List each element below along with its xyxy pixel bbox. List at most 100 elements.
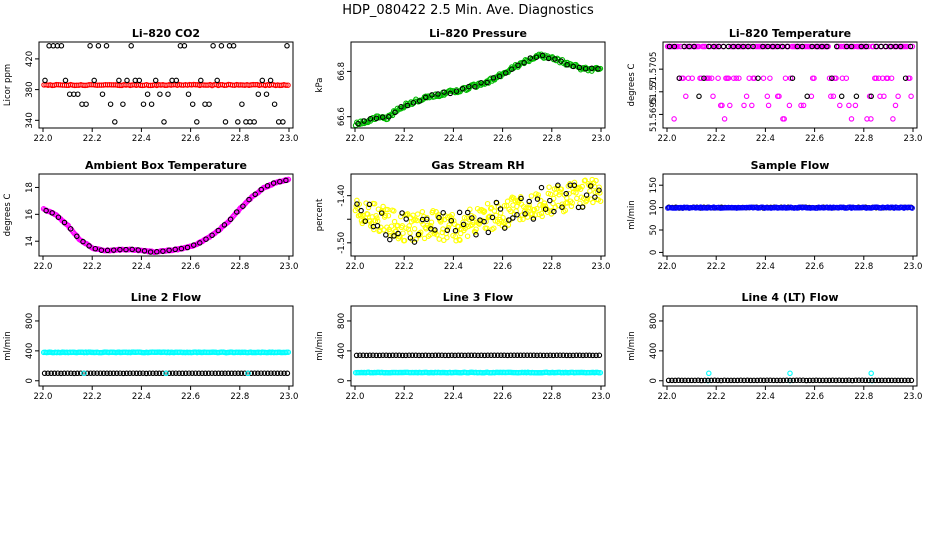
data-point — [836, 377, 842, 384]
data-point — [179, 370, 186, 377]
data-point — [559, 204, 565, 210]
data-point — [736, 75, 742, 81]
data-point — [868, 370, 874, 377]
data-point — [404, 211, 411, 217]
data-point — [784, 43, 791, 50]
data-point — [58, 370, 64, 377]
data-point — [908, 377, 915, 384]
data-point — [64, 370, 71, 376]
data-point — [455, 352, 462, 359]
data-point — [511, 352, 517, 359]
data-point — [94, 370, 100, 376]
data-point — [741, 377, 747, 384]
data-point — [133, 370, 140, 377]
data-point — [401, 237, 408, 244]
panel-co2: Li–820 CO2 22.0 22.2 22.4 22.6 22.8 23.0 340 380… — [3, 27, 298, 144]
data-point — [710, 93, 716, 100]
data-point — [577, 186, 584, 192]
data-point — [597, 190, 603, 196]
data-point — [104, 247, 111, 254]
data-point — [283, 82, 289, 88]
data-point — [776, 93, 782, 100]
data-point — [682, 377, 688, 384]
data-point — [868, 116, 874, 122]
data-point — [846, 102, 852, 109]
data-point — [806, 377, 813, 384]
data-point — [406, 352, 412, 359]
data-point — [872, 377, 879, 384]
data-point — [387, 236, 393, 243]
data-point — [810, 377, 816, 384]
data-point — [271, 101, 278, 107]
data-point — [576, 352, 583, 359]
series-0 — [353, 352, 603, 359]
data-point — [112, 119, 118, 125]
data-point — [859, 377, 865, 384]
data-point — [373, 352, 380, 359]
data-point — [209, 232, 215, 239]
data-point — [560, 352, 567, 359]
data-point — [705, 377, 711, 384]
data-point — [526, 202, 532, 208]
y-axis-label: ml/min — [3, 331, 13, 361]
data-point — [117, 370, 123, 376]
data-point — [892, 377, 898, 384]
data-point — [557, 352, 563, 359]
y-axis-label: percent — [315, 198, 325, 231]
data-point — [813, 377, 819, 384]
x-tick-label: 22.0 — [34, 392, 53, 402]
x-tick-label: 22.8 — [230, 134, 249, 144]
y-axis-label: ml/min — [627, 331, 637, 361]
x-tick-label: 22.6 — [805, 392, 824, 402]
data-point — [546, 184, 552, 190]
data-point — [558, 186, 565, 192]
series-2 — [81, 370, 251, 377]
data-point — [264, 370, 271, 377]
data-point — [268, 370, 274, 376]
data-point — [843, 75, 850, 81]
data-point — [826, 377, 833, 384]
x-tick-label: 22.4 — [132, 134, 151, 144]
data-point — [385, 212, 392, 219]
data-point — [538, 210, 545, 217]
data-point — [414, 211, 421, 217]
data-point — [718, 377, 724, 384]
data-point — [897, 43, 904, 50]
data-point — [508, 352, 514, 359]
data-point — [541, 200, 548, 206]
figure-title: HDP_080422 2.5 Min. Ave. Diagnostics — [342, 3, 594, 18]
data-point — [441, 89, 447, 95]
data-point — [809, 43, 815, 50]
x-tick-label: 22.8 — [542, 392, 561, 402]
data-point — [285, 349, 292, 355]
data-point — [173, 370, 179, 376]
data-point — [481, 208, 488, 215]
series-1 — [41, 370, 291, 377]
data-point — [587, 188, 593, 194]
data-point — [391, 208, 397, 214]
data-point — [444, 227, 451, 234]
data-point — [890, 116, 896, 122]
data-point — [379, 114, 386, 120]
data-point — [469, 215, 475, 221]
data-point — [583, 352, 589, 359]
data-point — [492, 218, 499, 224]
data-point — [764, 93, 771, 100]
data-point — [749, 102, 755, 109]
data-point — [502, 70, 509, 76]
series-0 — [664, 43, 916, 122]
data-point — [202, 370, 209, 377]
data-point — [160, 248, 166, 254]
data-point — [505, 222, 512, 228]
data-point — [277, 178, 283, 185]
panel-title: Li–820 CO2 — [132, 27, 200, 40]
data-point — [701, 377, 708, 384]
panel-title: Line 2 Flow — [131, 291, 201, 304]
data-point — [558, 58, 564, 64]
y-tick-label: 800 — [25, 313, 35, 329]
plot-frame — [662, 305, 918, 387]
data-point — [270, 180, 277, 186]
data-point — [574, 195, 580, 202]
data-point — [715, 377, 721, 384]
data-point — [197, 240, 203, 246]
